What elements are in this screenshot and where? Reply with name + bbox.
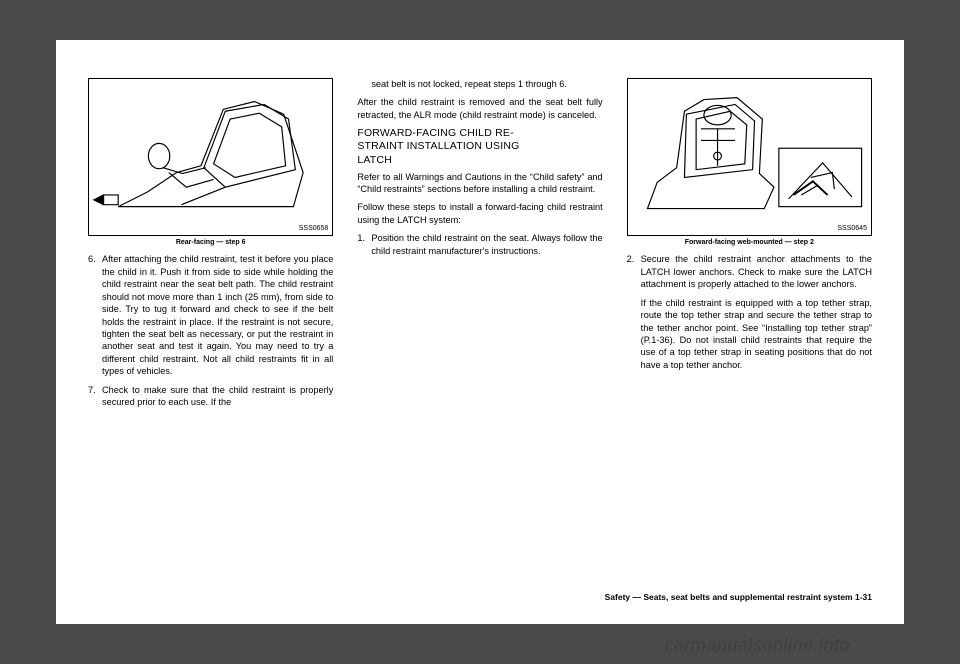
figure-code: SSS0658 (299, 224, 329, 233)
item-number: 2. (627, 253, 641, 290)
item-text: Position the child restraint on the seat… (371, 232, 602, 257)
column-3: SSS0645 Forward-facing web-mounted — ste… (627, 78, 872, 600)
manual-page: SSS0658 Rear-facing — step 6 6. After at… (56, 40, 904, 624)
paragraph: After the child restraint is removed and… (357, 96, 602, 121)
figure-caption: Rear-facing — step 6 (88, 238, 333, 247)
instruction-list: 2. Secure the child restraint anchor att… (627, 253, 872, 290)
paragraph: Follow these steps to install a forward-… (357, 201, 602, 226)
item-text: Secure the child restraint anchor attach… (641, 253, 872, 290)
instruction-list: 6. After attaching the child restraint, … (88, 253, 333, 408)
forward-facing-seat-icon (628, 79, 871, 235)
instruction-list: 1. Position the child restraint on the s… (357, 232, 602, 257)
item-number: 1. (357, 232, 371, 257)
column-2: seat belt is not locked, repeat steps 1 … (357, 78, 602, 600)
paragraph: Refer to all Warnings and Cautions in th… (357, 171, 602, 196)
item-text: After attaching the child restraint, tes… (102, 253, 333, 377)
list-item-7: 7. Check to make sure that the child res… (88, 384, 333, 409)
item-number: 7. (88, 384, 102, 409)
item-number: 6. (88, 253, 102, 377)
section-heading: FORWARD-FACING CHILD RE-STRAINT INSTALLA… (357, 127, 602, 166)
list-item-6: 6. After attaching the child restraint, … (88, 253, 333, 377)
column-1: SSS0658 Rear-facing — step 6 6. After at… (88, 78, 333, 600)
item-text: Check to make sure that the child restra… (102, 384, 333, 409)
figure-caption: Forward-facing web-mounted — step 2 (627, 238, 872, 247)
list-item-2: 2. Secure the child restraint anchor att… (627, 253, 872, 290)
figure-code: SSS0645 (837, 224, 867, 233)
watermark: carmanualsonline.info (664, 635, 850, 656)
page-footer: Safety — Seats, seat belts and supplemen… (605, 592, 872, 602)
figure-forward-facing: SSS0645 (627, 78, 872, 236)
rear-facing-seat-icon (89, 79, 332, 235)
figure-rear-facing: SSS0658 (88, 78, 333, 236)
list-item-1: 1. Position the child restraint on the s… (357, 232, 602, 257)
paragraph: If the child restraint is equipped with … (627, 297, 872, 372)
continuation-text: seat belt is not locked, repeat steps 1 … (357, 78, 602, 90)
